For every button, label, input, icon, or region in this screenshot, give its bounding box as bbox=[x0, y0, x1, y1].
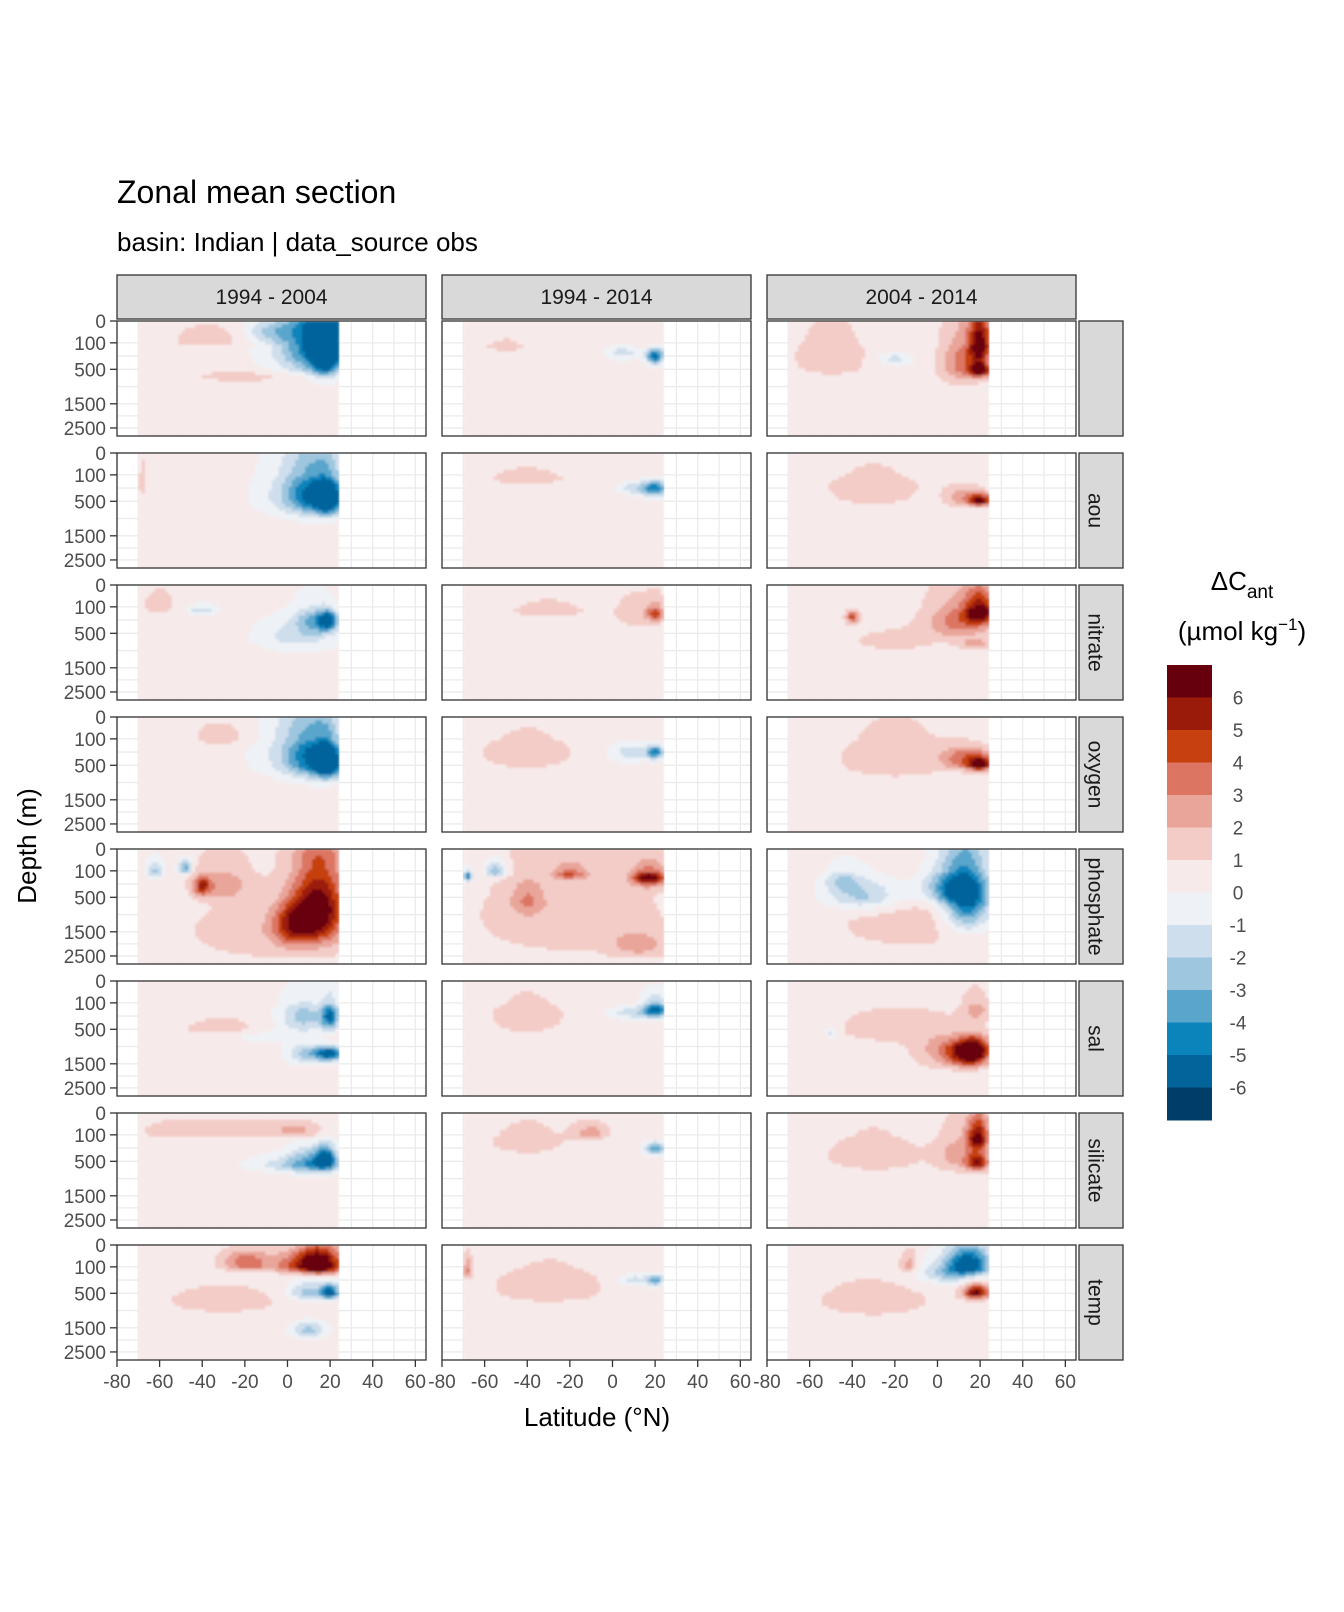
panels-layer bbox=[117, 321, 1076, 1361]
contour-field bbox=[138, 321, 339, 437]
faceted-section-chart: aounitrateoxygenphosphatesalsilicatetemp… bbox=[0, 0, 1344, 1612]
panel-0-0 bbox=[117, 321, 426, 437]
